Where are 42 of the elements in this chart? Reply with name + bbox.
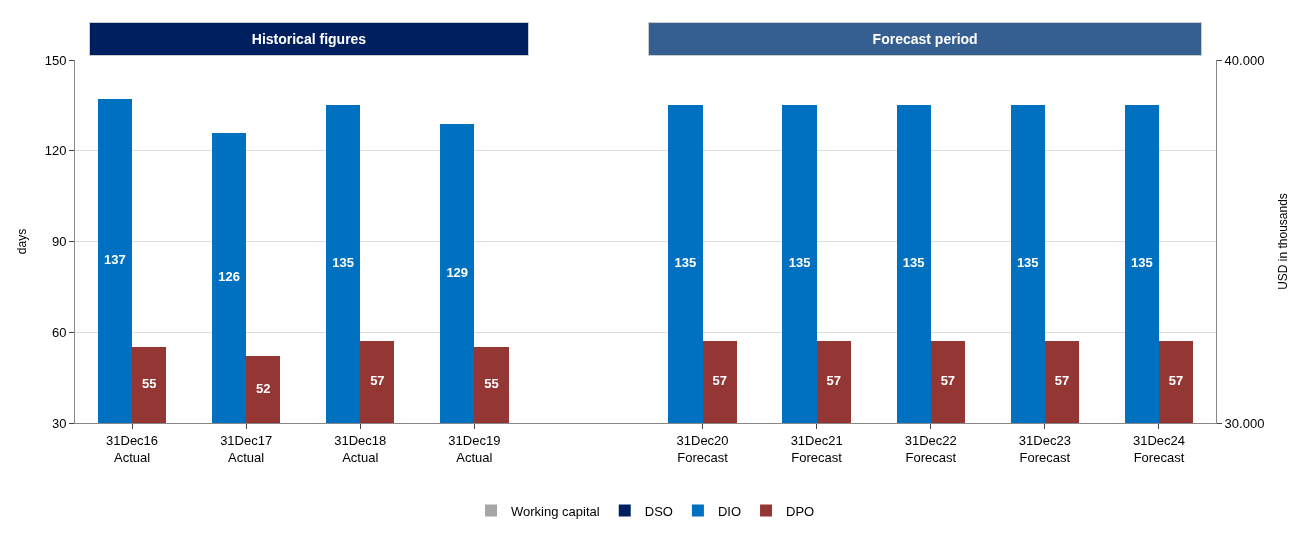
x-tick-label: 31Dec24 Forecast [1132, 432, 1185, 465]
y2-tick-label: 40.000 [1224, 52, 1265, 68]
data-label: 55 [484, 376, 499, 392]
data-label: 57 [940, 373, 956, 389]
data-label: 52 [256, 380, 271, 396]
x-tick-label: 31Dec16 Actual [106, 432, 159, 465]
y-axis-title: days [15, 228, 29, 255]
legend-label: Working capital [511, 503, 600, 519]
data-label: 135 [674, 255, 697, 271]
x-tick-label: 31Dec17 Actual [220, 432, 273, 465]
y-tick-label: 150 [44, 52, 67, 68]
y2-tick-label: 30.000 [1224, 415, 1265, 431]
y2-axis-title: USD in thousands [1276, 193, 1291, 290]
text: Forecast period [872, 31, 978, 47]
x-tick-label: 31Dec19 Actual [448, 432, 501, 465]
legend-label: DPO [786, 503, 815, 519]
data-label: 135 [1016, 255, 1039, 271]
data-label: 57 [712, 373, 727, 389]
x-tick-label: 31Dec22 Forecast [904, 432, 957, 465]
data-label: 135 [332, 255, 354, 271]
data-label: 55 [141, 376, 157, 392]
data-label: 135 [902, 255, 925, 271]
y-tick-label: 60 [51, 324, 67, 340]
legend-label: DIO [717, 503, 742, 519]
data-label: 135 [788, 255, 811, 271]
y-tick-label: 120 [44, 143, 67, 159]
data-label: 129 [446, 264, 469, 280]
x-tick-label: 31Dec23 Forecast [1018, 432, 1071, 465]
y-tick-label: 30 [51, 415, 67, 431]
x-tick-label: 31Dec18 Actual [334, 432, 387, 465]
data-label: 57 [826, 373, 841, 389]
data-label: 57 [1168, 373, 1184, 389]
x-tick-label: 31Dec21 Forecast [790, 432, 843, 465]
legend-label: DSO [644, 503, 673, 519]
data-label: 126 [218, 269, 240, 285]
data-label: 57 [1054, 373, 1070, 389]
data-label: 137 [104, 252, 126, 268]
data-label: 135 [1130, 255, 1153, 271]
data-label: 57 [370, 373, 385, 389]
text: Historical figures [251, 31, 367, 47]
y-tick-label: 90 [51, 234, 67, 250]
x-tick-label: 31Dec20 Forecast [676, 432, 729, 465]
